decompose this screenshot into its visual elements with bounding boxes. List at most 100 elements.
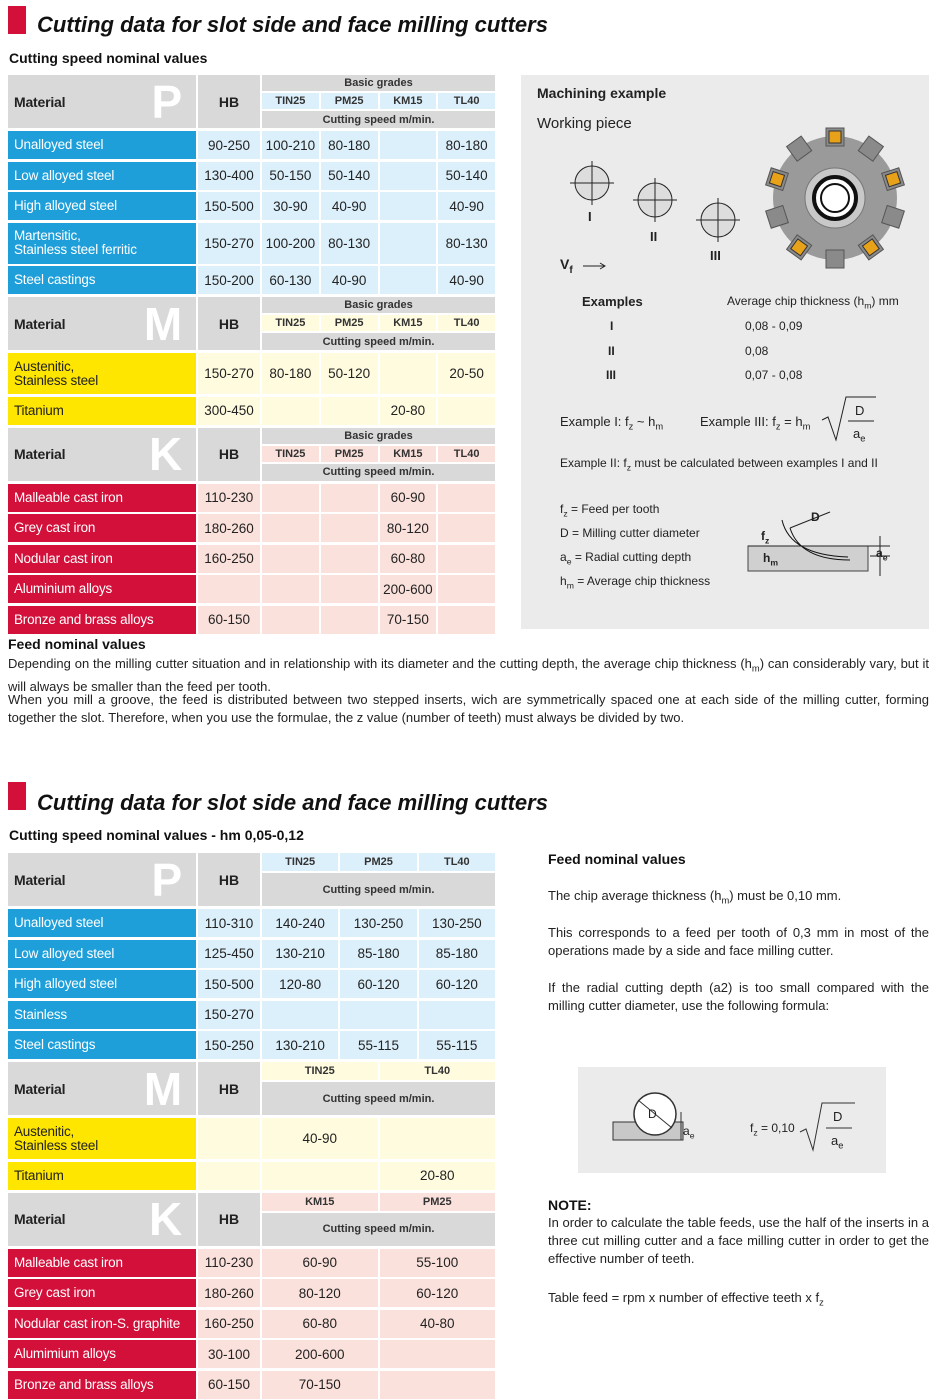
- value-cell: [320, 514, 378, 542]
- text-part: h: [763, 551, 771, 565]
- value-cell: [262, 544, 319, 573]
- material-cell: Bronze and brass alloys: [8, 1370, 196, 1399]
- hb-cell: 30-100: [198, 1340, 260, 1368]
- text-part: The chip average thickness (h: [548, 888, 722, 903]
- hb-cell: 150-200: [198, 266, 260, 294]
- hb-cell: 300-450: [198, 396, 260, 425]
- value-cell: [379, 1118, 495, 1159]
- text-part: = Feed per tooth: [567, 502, 660, 516]
- value-cell: 85-180: [340, 939, 417, 968]
- value-cell: [262, 1000, 339, 1029]
- hb-cell: 90-250: [198, 131, 260, 159]
- diagram-label: ae: [876, 546, 887, 562]
- grade-header: PM25: [320, 445, 378, 462]
- value-cell: 40-80: [379, 1309, 495, 1338]
- speed-header: Cutting speed m/min.: [262, 873, 495, 906]
- hb-header: HB: [198, 853, 260, 906]
- value-cell: [379, 266, 437, 294]
- hb-cell: 130-400: [198, 161, 260, 190]
- note-title: NOTE:: [548, 1197, 592, 1213]
- value-cell: 80-180: [262, 353, 319, 394]
- group-letter: K: [148, 1193, 182, 1245]
- value-cell: 85-180: [418, 939, 495, 968]
- value-cell: 55-115: [418, 1031, 495, 1059]
- value-cell: 70-150: [262, 1370, 378, 1399]
- value-cell: 60-80: [262, 1309, 378, 1338]
- grade-header: KM15: [379, 445, 437, 462]
- value-cell: [438, 544, 495, 573]
- grade-header: TIN25: [262, 93, 319, 109]
- text-part: a: [560, 550, 567, 564]
- material-cell: Malleable cast iron: [8, 1248, 196, 1277]
- subscript: e: [882, 552, 888, 563]
- material-cell: Titanium: [8, 1161, 196, 1190]
- value-cell: 60-90: [262, 1248, 378, 1277]
- feed-title: Feed nominal values: [8, 636, 146, 652]
- value-cell: 80-130: [438, 222, 495, 264]
- feed-paragraph: Depending on the milling cutter situatio…: [8, 655, 929, 696]
- value-cell: 70-150: [379, 605, 437, 634]
- piece-label: I: [588, 209, 592, 224]
- hb-cell: 180-260: [198, 1279, 260, 1307]
- value-cell: 120-80: [262, 970, 339, 998]
- group-letter: P: [151, 75, 183, 128]
- subscript: e: [838, 1140, 844, 1151]
- text-part: Example II: f: [560, 456, 627, 470]
- value-cell: 200-600: [379, 575, 437, 603]
- example-value: 0,08 - 0,09: [745, 319, 803, 333]
- value-cell: 60-90: [379, 483, 437, 512]
- value-cell: [379, 161, 437, 190]
- value-cell: [379, 1370, 495, 1399]
- grade-header: TL40: [418, 853, 495, 871]
- text-part: = 0,10: [757, 1121, 795, 1135]
- value-cell: [379, 192, 437, 220]
- subscript: e: [689, 1130, 695, 1141]
- grade-header: PM25: [379, 1192, 495, 1211]
- subscript: z: [626, 462, 632, 473]
- value-cell: 60-80: [379, 544, 437, 573]
- value-cell: [438, 514, 495, 542]
- example-value: 0,07 - 0,08: [745, 368, 803, 382]
- hb-cell: 150-270: [198, 1000, 260, 1029]
- speed-header: Cutting speed m/min.: [262, 463, 495, 481]
- text-part: f: [560, 502, 564, 516]
- text-part: Average chip thickness (h: [727, 294, 865, 308]
- text-part: V: [560, 256, 570, 272]
- material-header: Material M: [8, 297, 196, 350]
- formula-drawing: [612, 1092, 855, 1152]
- section-subtitle: Cutting speed nominal values: [9, 50, 208, 66]
- piece-label: III: [710, 248, 721, 263]
- value-cell: 40-90: [438, 266, 495, 294]
- example-formula: Example I: fz ~ hm: [560, 414, 663, 432]
- value-cell: [262, 1161, 378, 1190]
- example-drawings: [570, 127, 905, 576]
- grade-header: KM15: [379, 315, 437, 331]
- value-cell: 60-120: [379, 1279, 495, 1307]
- material-cell: Stainless: [8, 1000, 196, 1029]
- material-cell: Austenitic, Stainless steel: [8, 353, 196, 394]
- text-part: Table feed = rpm x number of effective t…: [548, 1290, 820, 1305]
- examples-header: Examples: [582, 294, 643, 309]
- value-cell: [320, 396, 378, 425]
- subscript: z: [765, 535, 770, 546]
- value-cell: 130-210: [262, 939, 339, 968]
- grade-header: TIN25: [262, 1062, 378, 1080]
- grade-header: TIN25: [262, 315, 319, 331]
- value-cell: [418, 1000, 495, 1029]
- speed-header: Cutting speed m/min.: [262, 1082, 495, 1115]
- basic-grades: Basic grades: [262, 75, 495, 91]
- hb-cell: 60-150: [198, 1370, 260, 1399]
- working-piece: Working piece: [537, 115, 632, 132]
- group-letter: K: [148, 428, 182, 480]
- formula-box: [578, 1067, 886, 1173]
- text-part: Example III: f: [700, 414, 776, 429]
- text-part: Example I: f: [560, 414, 629, 429]
- hb-cell: 150-500: [198, 192, 260, 220]
- value-cell: [438, 483, 495, 512]
- subscript: e: [860, 433, 866, 444]
- value-cell: 80-120: [379, 514, 437, 542]
- value-cell: 130-250: [418, 909, 495, 937]
- value-cell: [320, 575, 378, 603]
- value-cell: [262, 483, 319, 512]
